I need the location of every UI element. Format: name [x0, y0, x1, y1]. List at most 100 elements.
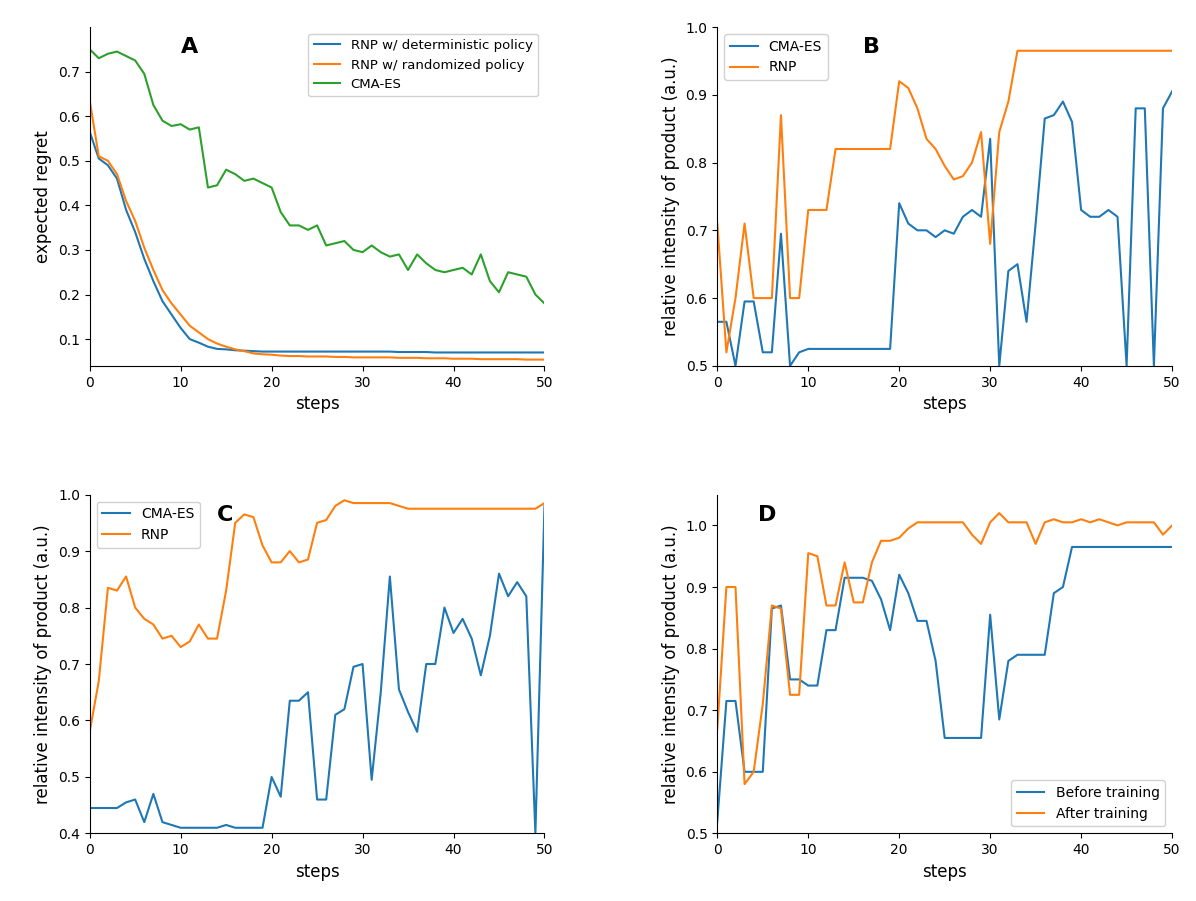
RNP: [710, 218, 725, 229]
Line: RNP: RNP: [718, 50, 1172, 352]
RNP: [1029, 45, 1043, 56]
Text: D: D: [758, 505, 776, 524]
Y-axis label: relative intensity of product (a.u.): relative intensity of product (a.u.): [35, 524, 53, 804]
RNP w/ deterministic policy: [428, 347, 443, 358]
CMA-ES: [228, 168, 243, 179]
Before training: [1155, 542, 1170, 552]
CMA-ES: [410, 726, 425, 737]
Line: CMA-ES: CMA-ES: [718, 91, 1172, 366]
CMA-ES: [865, 343, 879, 354]
CMA-ES: [383, 251, 397, 262]
RNP: [83, 726, 97, 737]
Line: RNP: RNP: [90, 500, 544, 732]
CMA-ES: [228, 823, 243, 833]
After training: [1165, 520, 1179, 531]
After training: [738, 778, 752, 789]
Before training: [1038, 650, 1052, 660]
CMA-ES: [529, 828, 543, 839]
RNP w/ deterministic policy: [83, 126, 97, 137]
RNP w/ randomized policy: [228, 344, 243, 355]
Y-axis label: relative intensity of product (a.u.): relative intensity of product (a.u.): [663, 524, 681, 804]
RNP: [537, 497, 551, 508]
After training: [855, 597, 869, 608]
Legend: Before training, After training: Before training, After training: [1011, 780, 1165, 826]
RNP: [819, 205, 834, 215]
RNP w/ deterministic policy: [537, 347, 551, 358]
Text: C: C: [216, 505, 233, 524]
RNP w/ randomized policy: [537, 354, 551, 365]
RNP w/ deterministic policy: [219, 344, 233, 355]
CMA-ES: [855, 343, 869, 354]
CMA-ES: [383, 571, 397, 582]
CMA-ES: [83, 803, 97, 814]
Line: Before training: Before training: [718, 547, 1172, 821]
Before training: [1064, 542, 1079, 552]
Line: After training: After training: [718, 513, 1172, 784]
RNP w/ deterministic policy: [383, 346, 397, 357]
CMA-ES: [1155, 103, 1170, 114]
RNP: [1165, 45, 1179, 56]
RNP: [219, 585, 233, 596]
Text: A: A: [181, 37, 197, 57]
Line: RNP w/ randomized policy: RNP w/ randomized policy: [90, 101, 544, 359]
Line: CMA-ES: CMA-ES: [90, 50, 544, 304]
RNP w/ deterministic policy: [410, 347, 425, 358]
After training: [1029, 539, 1043, 550]
Legend: CMA-ES, RNP: CMA-ES, RNP: [97, 502, 200, 548]
Y-axis label: relative intensity of product (a.u.): relative intensity of product (a.u.): [663, 57, 681, 336]
RNP: [1056, 45, 1070, 56]
CMA-ES: [529, 289, 543, 300]
CMA-ES: [219, 164, 233, 175]
RNP: [865, 143, 879, 154]
RNP: [419, 504, 433, 514]
CMA-ES: [1165, 86, 1179, 96]
After training: [819, 600, 834, 611]
RNP w/ randomized policy: [183, 321, 197, 332]
Before training: [710, 815, 725, 826]
Before training: [847, 572, 861, 583]
Text: B: B: [862, 37, 880, 57]
Before training: [1011, 650, 1025, 660]
Before training: [1165, 542, 1179, 552]
RNP: [1155, 45, 1170, 56]
Before training: [855, 572, 869, 583]
RNP: [855, 143, 869, 154]
Line: RNP w/ deterministic policy: RNP w/ deterministic policy: [90, 132, 544, 352]
RNP: [183, 636, 197, 647]
CMA-ES: [519, 591, 533, 602]
X-axis label: steps: steps: [294, 862, 340, 880]
X-axis label: steps: steps: [294, 396, 340, 414]
CMA-ES: [219, 820, 233, 831]
After training: [710, 724, 725, 734]
X-axis label: steps: steps: [922, 862, 968, 880]
Before training: [810, 680, 824, 691]
CMA-ES: [819, 343, 834, 354]
After training: [993, 507, 1007, 518]
CMA-ES: [710, 316, 725, 327]
RNP w/ deterministic policy: [228, 345, 243, 356]
CMA-ES: [1019, 316, 1033, 327]
RNP w/ deterministic policy: [529, 347, 543, 358]
Y-axis label: expected regret: expected regret: [35, 130, 53, 263]
After training: [865, 557, 879, 568]
CMA-ES: [728, 360, 743, 371]
CMA-ES: [1046, 110, 1061, 121]
CMA-ES: [183, 823, 197, 833]
RNP w/ randomized policy: [529, 354, 543, 365]
RNP w/ randomized policy: [83, 96, 97, 106]
RNP: [337, 495, 352, 505]
RNP w/ randomized policy: [519, 354, 533, 365]
RNP: [529, 504, 543, 514]
RNP: [228, 517, 243, 528]
RNP w/ randomized policy: [410, 352, 425, 363]
RNP: [392, 500, 407, 511]
RNP: [1011, 45, 1025, 56]
Legend: CMA-ES, RNP: CMA-ES, RNP: [725, 34, 828, 80]
CMA-ES: [537, 298, 551, 309]
CMA-ES: [83, 44, 97, 55]
CMA-ES: [410, 249, 425, 259]
RNP w/ randomized policy: [383, 352, 397, 363]
RNP w/ randomized policy: [219, 341, 233, 352]
After training: [1155, 529, 1170, 540]
CMA-ES: [537, 500, 551, 511]
